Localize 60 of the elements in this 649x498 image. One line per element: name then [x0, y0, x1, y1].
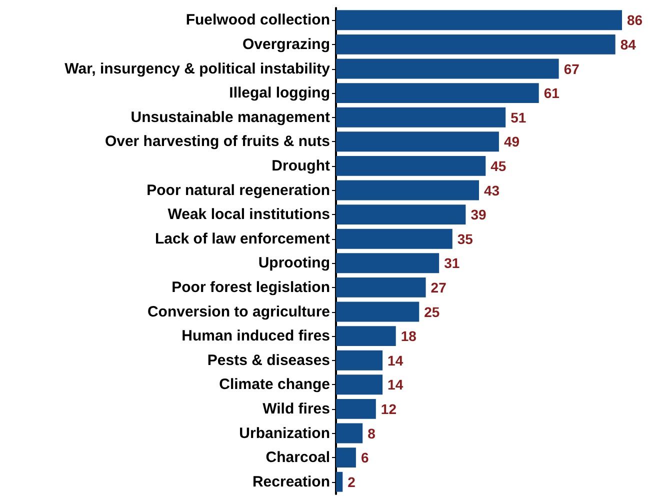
y-tick-label: Illegal logging: [229, 84, 330, 102]
data-label: 12: [380, 400, 397, 417]
bar: [336, 83, 539, 104]
data-label: 49: [504, 134, 520, 150]
data-label: 86: [627, 12, 643, 28]
y-tick-label: Weak local institutions: [168, 206, 330, 224]
y-tick-label: Lack of law enforcement: [154, 230, 330, 248]
y-tick-label: Conversion to agriculture: [147, 303, 330, 320]
bar: [336, 10, 622, 30]
data-label: 14: [388, 352, 404, 368]
data-label: 67: [564, 60, 580, 77]
bar: [336, 107, 506, 128]
bar: [336, 132, 499, 152]
y-tick-label: Over harvesting of fruits & nuts: [104, 133, 330, 150]
y-tick-label: Fuelwood collection: [186, 12, 330, 29]
bar: [336, 204, 466, 225]
y-tick-label: Wild fires: [262, 400, 330, 418]
bar: [336, 58, 559, 79]
bar: [336, 302, 420, 322]
bar: [336, 472, 343, 492]
bar: [336, 253, 440, 274]
bar: [336, 448, 356, 468]
bar: [336, 423, 363, 444]
data-label: 27: [430, 279, 447, 296]
bar: [336, 374, 383, 395]
y-tick-label: Poor natural regeneration: [146, 182, 330, 199]
bar: [336, 34, 616, 54]
bar: [336, 156, 486, 176]
bar: [336, 398, 376, 419]
y-tick-label: Poor forest legislation: [172, 278, 330, 296]
data-label: 8: [368, 425, 376, 442]
y-tick-label: Uprooting: [258, 254, 330, 272]
data-label: 6: [360, 450, 369, 466]
bar: [336, 180, 479, 200]
data-label: 2: [348, 474, 356, 490]
bar: [336, 326, 396, 346]
y-tick-label: Climate change: [219, 376, 330, 394]
data-label: 14: [388, 376, 404, 393]
y-tick-label: Unsustainable management: [130, 108, 330, 126]
data-label: 18: [400, 328, 417, 344]
bar: [336, 350, 383, 370]
data-label: 84: [620, 36, 636, 52]
y-tick-label: Human induced fires: [182, 328, 330, 345]
data-label: 39: [470, 206, 486, 223]
bar: [336, 228, 452, 249]
data-label: 43: [484, 182, 500, 198]
data-label: 31: [444, 255, 460, 272]
y-tick-label: Charcoal: [266, 449, 330, 466]
y-tick-label: Pests & diseases: [207, 352, 330, 369]
data-label: 35: [457, 230, 474, 247]
y-tick-label: Drought: [272, 157, 330, 174]
y-tick-label: Recreation: [252, 473, 330, 490]
bar: [336, 277, 426, 298]
data-label: 61: [544, 85, 560, 102]
y-tick-label: Overgrazing: [242, 36, 330, 53]
data-label: 45: [490, 158, 506, 174]
data-label: 51: [510, 109, 526, 126]
data-label: 25: [424, 304, 440, 320]
y-tick-label: War, insurgency & political instability: [64, 60, 331, 78]
y-tick-label: Urbanization: [239, 424, 330, 442]
